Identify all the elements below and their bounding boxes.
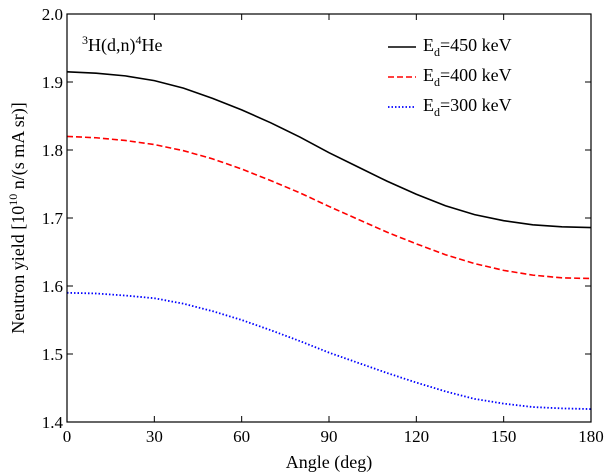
legend-label-3: Ed=300 keV — [423, 95, 512, 119]
x-tick-label: 0 — [63, 427, 72, 446]
legend: Ed=450 keV Ed=400 keV Ed=300 keV — [388, 35, 512, 119]
y-tick-label: 1.8 — [42, 141, 63, 160]
y-tick-label: 1.9 — [42, 73, 63, 92]
legend-label-1: Ed=450 keV — [423, 35, 512, 59]
series-line-3 — [66, 291, 592, 410]
x-tick-label: 30 — [146, 427, 163, 446]
x-tick-label: 90 — [321, 427, 338, 446]
y-tick-label: 1.4 — [42, 413, 64, 432]
y-axis-ticks: 1.4 1.5 1.6 1.7 1.8 1.9 2.0 — [42, 5, 591, 432]
legend-label-2: Ed=400 keV — [423, 65, 512, 89]
series-layer — [66, 71, 592, 410]
series-line-1 — [66, 71, 592, 229]
annotation-superscript-3: 3 — [82, 33, 88, 47]
x-tick-label: 120 — [404, 427, 430, 446]
y-axis-title: Neutron yield [1010 n/(s mA sr)] — [6, 102, 29, 333]
y-axis-title-prefix: Neutron yield [10 — [8, 206, 28, 334]
y-tick-label: 2.0 — [42, 5, 63, 24]
y-tick-label: 1.6 — [42, 277, 63, 296]
annotation-superscript-4: 4 — [136, 33, 142, 47]
y-axis-title-suffix: n/(s mA sr)] — [8, 102, 29, 194]
annotation-text-1: H(d,n) — [88, 35, 136, 56]
y-axis-title-exponent: 10 — [6, 194, 20, 206]
plot-area — [67, 14, 591, 422]
x-tick-label: 150 — [491, 427, 517, 446]
annotation-text-2: He — [142, 35, 163, 55]
x-axis-title: Angle (deg) — [286, 452, 372, 473]
y-tick-label: 1.5 — [42, 345, 63, 364]
reaction-annotation: 3H(d,n)4He — [82, 33, 163, 56]
series-line-2 — [66, 135, 592, 280]
x-tick-label: 60 — [233, 427, 250, 446]
x-axis-ticks: 0 30 60 90 120 150 180 — [63, 14, 604, 446]
y-tick-label: 1.7 — [42, 209, 64, 228]
x-tick-label: 180 — [578, 427, 604, 446]
